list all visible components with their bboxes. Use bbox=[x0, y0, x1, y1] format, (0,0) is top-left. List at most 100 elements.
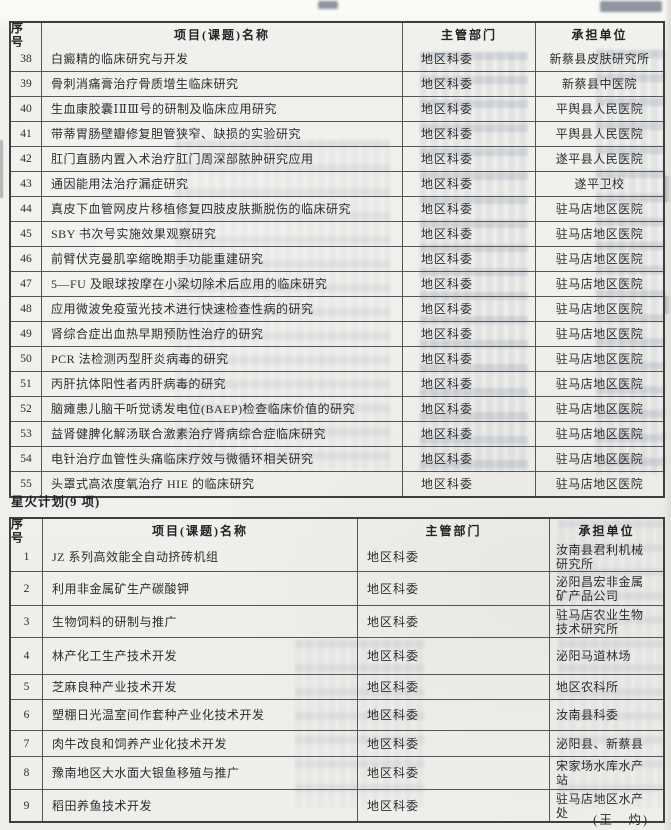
cell-undertaker: 驻马店地区医院 bbox=[535, 222, 663, 246]
cell-serial-number: 2 bbox=[23, 582, 30, 595]
cell-department: 地区科委 bbox=[357, 638, 549, 674]
cell-serial-number: 54 bbox=[20, 453, 32, 465]
table-row: 49 肾综合症出血热早期预防性治疗的研究 地区科委 驻马店地区医院 bbox=[11, 321, 663, 346]
cell-project-name: 塑棚日光温室间作套种产业化技术开发 bbox=[42, 700, 357, 730]
cell-serial-number: 41 bbox=[20, 128, 32, 140]
cell-department: 地区科委 bbox=[357, 757, 549, 789]
cell-undertaker: 新蔡县皮肤研究所 bbox=[535, 47, 663, 71]
table-row: 1 JZ 系列高效能全自动挤砖机组 地区科委 汝南县君利机械研究所 bbox=[11, 543, 663, 571]
header-serial-number: 序 号 bbox=[11, 519, 26, 543]
table-row: 45 SBY 书次号实施效果观察研究 地区科委 驻马店地区医院 bbox=[11, 221, 663, 246]
table-row: 48 应用微波免疫萤光技术进行快速检查性病的研究 地区科委 驻马店地区医院 bbox=[11, 296, 663, 321]
table-row: 38 白癜精的临床研究与开发 地区科委 新蔡县皮肤研究所 bbox=[11, 47, 663, 71]
cell-serial-number: 1 bbox=[23, 551, 30, 563]
section-title-spark-program: 星火计划(9 项) bbox=[11, 495, 101, 509]
cell-undertaker: 地区农科所 bbox=[549, 675, 663, 699]
cell-department: 地区科委 bbox=[402, 397, 535, 421]
cell-project-name: 白癜精的临床研究与开发 bbox=[41, 47, 402, 71]
compiler-signature: (王 灼) bbox=[593, 813, 649, 827]
table-row: 51 丙肝抗体阳性者丙肝病毒的研究 地区科委 驻马店地区医院 bbox=[11, 371, 663, 396]
cell-project-name: 利用非金属矿生产碳酸钾 bbox=[42, 572, 357, 605]
cell-undertaker: 汝南县君利机械研究所 bbox=[549, 543, 663, 571]
cell-serial-number: 42 bbox=[20, 153, 32, 165]
cell-project-name: 芝麻良种产业技术开发 bbox=[42, 675, 357, 699]
cell-project-name: SBY 书次号实施效果观察研究 bbox=[41, 222, 402, 246]
cell-undertaker: 驻马店地区医院 bbox=[535, 347, 663, 371]
cell-serial-number: 55 bbox=[20, 478, 32, 490]
table-row: 50 PCR 法检测丙型肝炎病毒的研究 地区科委 驻马店地区医院 bbox=[11, 346, 663, 371]
cell-undertaker: 遂平县人民医院 bbox=[535, 147, 663, 171]
cell-serial-number: 40 bbox=[20, 103, 32, 115]
cell-serial-number: 3 bbox=[23, 615, 30, 628]
cell-serial-number: 39 bbox=[20, 78, 32, 90]
cell-project-name: 5—FU 及眼球按摩在小梁切除术后应用的临床研究 bbox=[41, 272, 402, 296]
cell-undertaker: 新蔡县中医院 bbox=[535, 72, 663, 96]
projects-table-medical: 序 号 项目(课题)名称 主管部门 承担单位 38 白癜精的临床研究与开发 地区… bbox=[9, 21, 665, 498]
table-row: 44 真皮下血管网皮片移植修复四肢皮肤撕脱伤的临床研究 地区科委 驻马店地区医院 bbox=[11, 196, 663, 221]
cell-project-name: 通因能用法治疗漏症研究 bbox=[41, 172, 402, 196]
cell-project-name: 生物饲料的研制与推广 bbox=[42, 606, 357, 637]
table-row: 53 益肾健脾化解汤联合激素治疗肾病综合症临床研究 地区科委 驻马店地区医院 bbox=[11, 421, 663, 446]
cell-serial-number: 43 bbox=[20, 178, 32, 190]
cell-department: 地区科委 bbox=[357, 606, 549, 637]
cell-project-name: 肛门直肠内置入术治疗肛门周深部脓肿研究应用 bbox=[41, 147, 402, 171]
cell-serial-number: 48 bbox=[20, 303, 32, 315]
cell-department: 地区科委 bbox=[402, 322, 535, 346]
cell-project-name: 肾综合症出血热早期预防性治疗的研究 bbox=[41, 322, 402, 346]
cell-serial-number: 53 bbox=[20, 428, 32, 440]
cell-department: 地区科委 bbox=[402, 197, 535, 221]
table-row: 2 利用非金属矿生产碳酸钾 地区科委 泌阳昌宏非金属矿产品公司 bbox=[11, 571, 663, 605]
cell-serial-number: 5 bbox=[23, 681, 30, 693]
page-edge-shadow bbox=[663, 0, 671, 830]
cell-undertaker: 泌阳马道林场 bbox=[549, 638, 663, 674]
cell-project-name: 应用微波免疫萤光技术进行快速检查性病的研究 bbox=[41, 297, 402, 321]
table-row: 3 生物饲料的研制与推广 地区科委 驻马店农业生物技术研究所 bbox=[11, 605, 663, 637]
cell-project-name: 益肾健脾化解汤联合激素治疗肾病综合症临床研究 bbox=[41, 422, 402, 446]
cell-serial-number: 51 bbox=[20, 378, 32, 390]
cell-serial-number: 46 bbox=[20, 253, 32, 265]
cell-serial-number: 45 bbox=[20, 228, 32, 240]
table-row: 41 带蒂胃肠壁瓣修复胆管狭窄、缺损的实验研究 地区科委 平舆县人民医院 bbox=[11, 121, 663, 146]
cell-undertaker: 遂平卫校 bbox=[535, 172, 663, 196]
header-undertaker: 承担单位 bbox=[535, 23, 663, 47]
table-row: 5 芝麻良种产业技术开发 地区科委 地区农科所 bbox=[11, 674, 663, 699]
cell-department: 地区科委 bbox=[402, 472, 535, 496]
cell-serial-number: 49 bbox=[20, 328, 32, 340]
cell-undertaker: 泌阳县、新蔡县 bbox=[549, 731, 663, 756]
header-department: 主管部门 bbox=[357, 519, 549, 543]
bleed-through-mark bbox=[600, 1, 662, 12]
header-department: 主管部门 bbox=[402, 23, 535, 47]
table-row: 6 塑棚日光温室间作套种产业化技术开发 地区科委 汝南县科委 bbox=[11, 699, 663, 730]
table-row: 55 头罩式高浓度氧治疗 HIE 的临床研究 地区科委 驻马店地区医院 bbox=[11, 471, 663, 496]
table-header-row: 序 号 项目(课题)名称 主管部门 承担单位 bbox=[11, 519, 663, 543]
cell-department: 地区科委 bbox=[402, 47, 535, 71]
cell-project-name: 脑瘫患儿脑干听觉诱发电位(BAEP)检查临床价值的研究 bbox=[41, 397, 402, 421]
cell-serial-number: 4 bbox=[23, 650, 30, 662]
cell-undertaker: 驻马店地区医院 bbox=[535, 397, 663, 421]
cell-department: 地区科委 bbox=[402, 172, 535, 196]
cell-department: 地区科委 bbox=[357, 700, 549, 730]
cell-project-name: 生血康胶囊ⅠⅡⅢ号的研制及临床应用研究 bbox=[41, 97, 402, 121]
table-row: 40 生血康胶囊ⅠⅡⅢ号的研制及临床应用研究 地区科委 平舆县人民医院 bbox=[11, 96, 663, 121]
cell-undertaker: 驻马店地区医院 bbox=[535, 247, 663, 271]
table-row: 47 5—FU 及眼球按摩在小梁切除术后应用的临床研究 地区科委 驻马店地区医院 bbox=[11, 271, 663, 296]
cell-department: 地区科委 bbox=[357, 790, 549, 821]
cell-undertaker: 汝南县科委 bbox=[549, 700, 663, 730]
cell-project-name: 电针治疗血管性头痛临床疗效与微循环相关研究 bbox=[41, 447, 402, 471]
header-undertaker: 承担单位 bbox=[549, 519, 663, 543]
cell-undertaker: 泌阳昌宏非金属矿产品公司 bbox=[549, 572, 663, 605]
cell-undertaker: 驻马店地区医院 bbox=[535, 297, 663, 321]
cell-department: 地区科委 bbox=[402, 122, 535, 146]
cell-department: 地区科委 bbox=[402, 72, 535, 96]
cell-undertaker: 驻马店地区医院 bbox=[535, 472, 663, 496]
cell-serial-number: 44 bbox=[20, 203, 32, 215]
cell-undertaker: 驻马店地区医院 bbox=[535, 322, 663, 346]
cell-serial-number: 52 bbox=[20, 403, 32, 415]
table-row: 43 通因能用法治疗漏症研究 地区科委 遂平卫校 bbox=[11, 171, 663, 196]
cell-undertaker: 驻马店地区医院 bbox=[535, 422, 663, 446]
table-row: 39 骨刺消痛膏治疗骨质增生临床研究 地区科委 新蔡县中医院 bbox=[11, 71, 663, 96]
table-row: 8 豫南地区大水面大银鱼移殖与推广 地区科委 宋家场水库水产站 bbox=[11, 756, 663, 789]
cell-undertaker: 平舆县人民医院 bbox=[535, 122, 663, 146]
cell-undertaker: 平舆县人民医院 bbox=[535, 97, 663, 121]
